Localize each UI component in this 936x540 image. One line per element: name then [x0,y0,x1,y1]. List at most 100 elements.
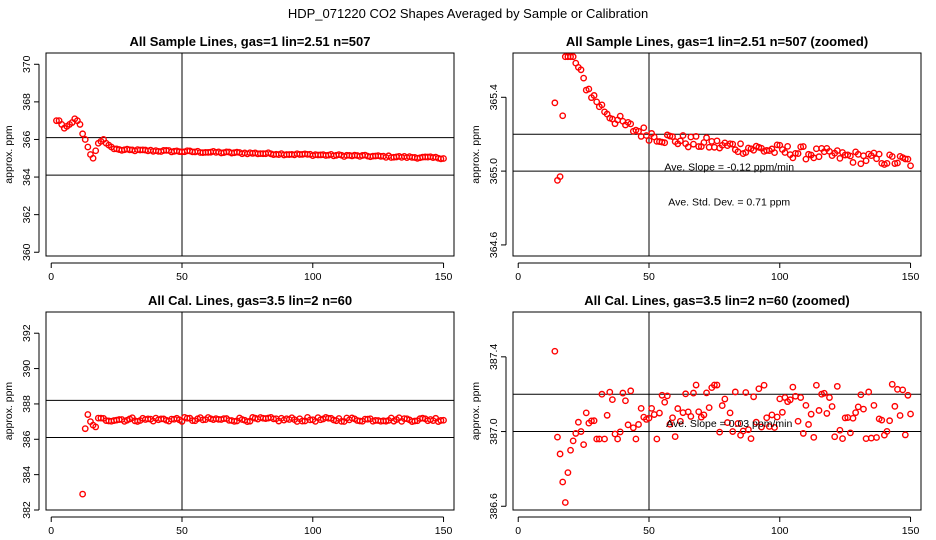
y-tick-label: 370 [21,55,33,73]
data-point [656,409,663,417]
data-point [580,441,588,449]
data-point [729,428,737,435]
x-tick-label: 150 [902,525,920,537]
data-points [551,347,914,506]
y-tick-label: 364.6 [488,232,500,258]
data-point [183,414,191,422]
data-point [860,405,867,413]
stat-annotation: Ave. Std. Dev. = 0.71 ppm [668,196,790,208]
plot-frame [45,311,455,511]
data-point [904,155,912,163]
data-point [826,394,833,401]
data-point [742,389,750,396]
x-tick-label: 0 [48,525,54,537]
data-point [661,398,669,406]
data-point [878,416,886,424]
data-point [857,160,865,168]
x-axis: 0 50 100 150 [48,516,452,537]
data-point [81,136,89,143]
data-point [230,417,238,425]
data-point [79,130,87,138]
data-point [705,404,713,412]
data-point [593,435,601,443]
data-point [794,417,802,425]
data-point [653,435,661,443]
data-point [729,140,737,148]
data-point [585,85,593,93]
data-point [590,92,598,99]
x-tick-label: 150 [435,271,453,283]
data-point [440,416,447,424]
data-point [731,388,739,396]
data-point [828,403,836,410]
x-tick-label: 100 [304,271,322,283]
data-point [627,387,635,395]
data-point [629,424,637,432]
data-point [836,154,844,162]
panels: All Sample Lines, gas=1 lin=2.51 n=507 0 5… [3,34,922,537]
data-point [616,428,624,436]
data-point [627,120,635,128]
data-point [815,153,823,161]
data-point [718,402,726,409]
data-point [778,408,786,416]
data-point [684,143,692,151]
data-point [792,149,799,157]
data-point [679,132,687,139]
data-point [794,150,802,157]
stat-annotation: Ave. Slope = 0.03 ppm/min [666,418,792,430]
y-tick-label: 386.6 [488,493,500,519]
data-point [875,150,883,158]
x-tick-label: 0 [48,271,54,283]
data-point [603,411,611,419]
data-point [734,420,742,427]
data-point [624,421,632,429]
data-point [637,404,645,412]
data-point [797,143,805,151]
data-point [692,381,700,389]
data-point [873,434,880,441]
data-point [784,142,792,150]
data-point [92,147,100,155]
data-point [862,157,870,165]
data-point [577,428,585,435]
data-point [608,396,616,404]
data-point [437,417,445,424]
data-point [559,478,567,486]
data-point [676,137,684,145]
data-point [773,413,781,421]
data-points [551,53,914,184]
data-point [692,133,700,140]
data-point [710,381,718,389]
plot-frame [45,52,455,257]
y-tick-label: 362 [21,206,33,224]
y-tick-label: 368 [21,93,33,111]
data-point [763,414,771,422]
y-axis-label: approx. ppm [3,125,15,184]
data-point [786,396,794,404]
data-point [580,74,588,82]
data-point [755,385,763,393]
data-point [836,426,844,434]
data-point [907,162,914,170]
data-point [53,117,60,125]
panel-title: All Sample Lines, gas=1 lin=2.51 n=507 [130,34,371,49]
data-point [896,412,904,419]
data-point [901,155,909,163]
data-point [635,127,642,135]
data-point [97,414,105,422]
data-point [92,423,100,431]
x-tick-label: 50 [176,525,188,537]
data-points [53,115,447,163]
y-tick-label: 392 [21,324,33,342]
data-point [760,381,768,389]
data-point [899,386,907,394]
data-point [632,435,640,443]
x-tick-label: 150 [902,271,920,283]
data-point [823,410,831,417]
figure-title: HDP_071220 CO2 Shapes Averaged by Sample… [288,6,648,21]
data-point [669,414,676,422]
data-point [648,404,656,412]
data-point [695,143,703,150]
data-point [726,140,734,148]
